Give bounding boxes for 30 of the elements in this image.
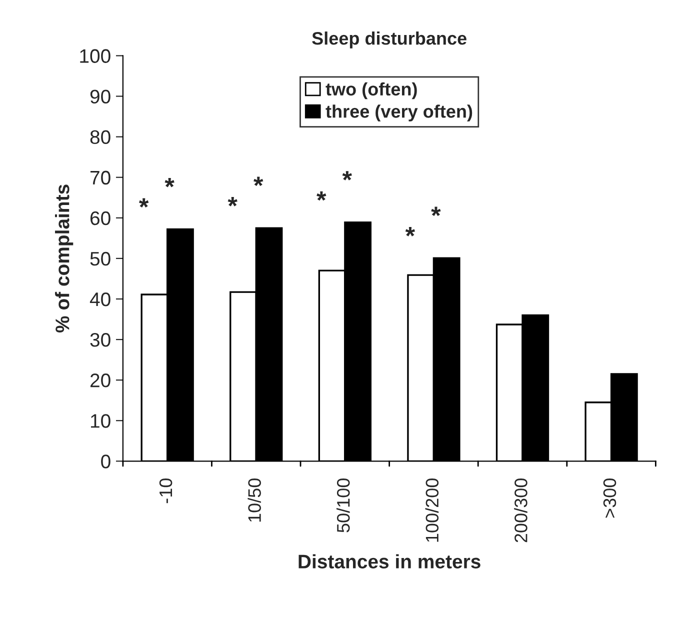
y-tick-label: 30 (90, 332, 110, 347)
annotation: * (431, 206, 441, 216)
x-tick-label: 50/100 (336, 478, 350, 532)
x-tick-label: 200/300 (514, 478, 528, 542)
y-tick-label: 80 (90, 130, 110, 144)
y-tick-label: 70 (90, 170, 110, 185)
legend-label: three (very often) (326, 104, 472, 122)
y-tick-label: 40 (90, 292, 110, 306)
y-tick-label: 50 (90, 252, 110, 266)
x-tick-label: 10/50 (248, 478, 261, 522)
annotation: * (342, 171, 352, 180)
y-tick-label: 20 (90, 374, 110, 388)
annotation: * (164, 178, 174, 188)
y-tick-label: 60 (90, 211, 110, 226)
legend-label: two (often) (326, 82, 417, 100)
annotation: * (316, 191, 326, 201)
annotation: * (228, 197, 238, 206)
y-tick-label: 100 (80, 49, 110, 63)
annotation: * (405, 227, 416, 236)
x-axis-title: Distances in meters (298, 554, 480, 568)
y-tick-label: 0 (101, 454, 110, 468)
y-tick-label: 90 (90, 90, 110, 104)
annotation: * (139, 198, 149, 208)
x-tick-label: -10 (159, 478, 172, 504)
y-tick-label: 10 (90, 414, 110, 428)
y-axis-title: % of complaints (55, 184, 74, 332)
annotation: * (254, 176, 264, 186)
chart-title: Sleep disturbance (312, 32, 466, 48)
x-tick-label: >300 (603, 478, 616, 518)
x-tick-label: 100/200 (425, 478, 439, 542)
